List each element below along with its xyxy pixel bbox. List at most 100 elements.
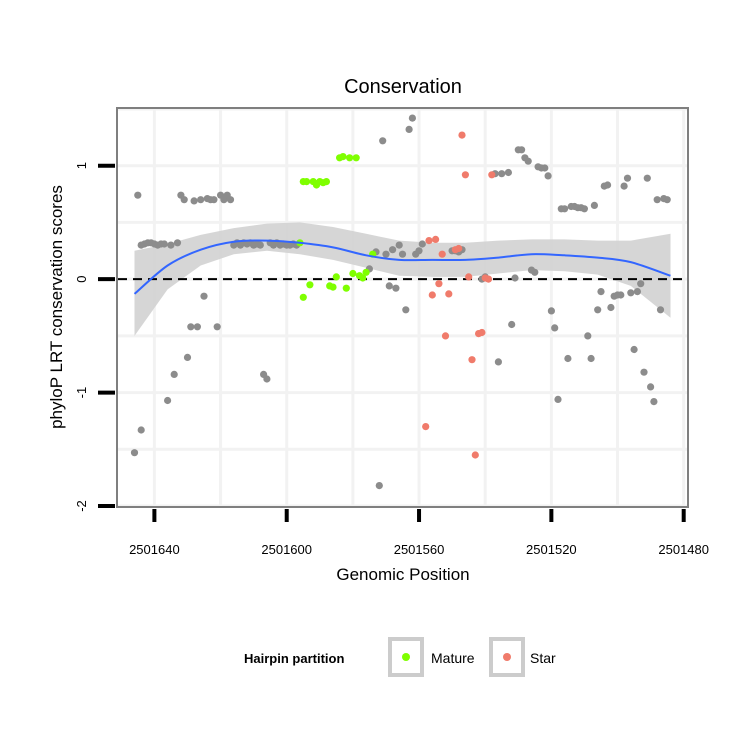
- data-point-star: [432, 235, 440, 243]
- data-point-other: [375, 482, 383, 490]
- y-tick-label: 1: [74, 162, 89, 169]
- data-point-mature: [322, 178, 330, 186]
- data-point-other: [637, 280, 645, 288]
- data-point-other: [130, 449, 139, 457]
- data-point-other: [256, 241, 264, 249]
- data-point-star: [422, 423, 430, 431]
- data-point-star: [484, 275, 493, 283]
- y-tick-label: -2: [74, 500, 89, 512]
- data-point-other: [604, 181, 612, 189]
- panel-border: [116, 107, 689, 508]
- data-point-other: [580, 205, 589, 213]
- data-point-other: [511, 274, 519, 282]
- data-point-mature: [359, 274, 367, 282]
- data-point-other: [164, 396, 172, 405]
- data-point-other: [518, 146, 526, 154]
- data-point-star: [435, 280, 443, 288]
- data-point-other: [656, 306, 665, 314]
- data-point-other: [167, 241, 175, 249]
- data-point-other: [544, 172, 552, 180]
- data-point-other: [643, 174, 651, 182]
- x-tick-label: 2501600: [261, 542, 312, 557]
- smooth-trend-line: [133, 239, 671, 295]
- data-point-other: [554, 395, 562, 403]
- axis-ticks: 2501640 2501600 2501560 2501520 2501480 -2 -1 0…: [74, 162, 709, 557]
- data-point-other: [587, 354, 595, 363]
- data-point-other: [190, 197, 198, 205]
- data-point-other: [137, 426, 145, 434]
- data-point-star: [471, 451, 479, 459]
- data-point-mature: [303, 178, 311, 186]
- data-point-other: [389, 246, 397, 254]
- y-tick-label: -1: [74, 387, 89, 399]
- legend-swatch-mature: [402, 653, 410, 661]
- data-point-other: [392, 284, 400, 292]
- data-point-other: [547, 307, 556, 315]
- data-point-star: [438, 250, 446, 258]
- data-point-star: [478, 328, 486, 337]
- data-point-other: [504, 168, 512, 177]
- y-tick-label: 0: [74, 275, 89, 282]
- data-point-star: [488, 171, 496, 179]
- data-point-other: [584, 332, 592, 340]
- data-point-other: [213, 323, 221, 331]
- data-point-other: [193, 323, 201, 331]
- data-point-other: [263, 375, 271, 383]
- data-point-star: [441, 332, 450, 340]
- data-point-other: [541, 164, 549, 172]
- data-point-other: [395, 241, 403, 249]
- data-point-other: [134, 191, 142, 199]
- data-point-star: [465, 273, 473, 281]
- data-point-star: [468, 356, 476, 364]
- data-point-other: [498, 170, 506, 178]
- x-tick-label: 2501480: [658, 542, 709, 557]
- data-point-other: [590, 201, 599, 209]
- data-point-other: [226, 196, 235, 204]
- x-tick-label: 2501560: [394, 542, 445, 557]
- data-point-other: [650, 398, 658, 406]
- data-point-other: [630, 345, 638, 354]
- data-point-other: [160, 240, 168, 248]
- data-point-mature: [329, 283, 337, 291]
- data-point-other: [633, 288, 642, 296]
- data-point-other: [508, 320, 516, 329]
- data-point-other: [627, 289, 635, 297]
- data-point-star: [458, 131, 466, 139]
- data-point-other: [647, 383, 655, 391]
- data-point-other: [408, 114, 416, 122]
- data-point-other: [398, 250, 407, 258]
- data-point-other: [531, 268, 539, 276]
- data-point-mature: [299, 293, 307, 301]
- data-point-star: [445, 290, 453, 298]
- confidence-band: [134, 222, 671, 336]
- data-point-other: [385, 282, 393, 290]
- data-point-other: [200, 292, 208, 300]
- legend-label-mature: Mature: [431, 650, 475, 666]
- legend-label-star: Star: [530, 650, 556, 666]
- legend-title: Hairpin partition: [244, 651, 344, 666]
- data-point-mature: [362, 268, 370, 276]
- data-point-other: [607, 303, 615, 312]
- data-point-other: [653, 196, 661, 204]
- data-point-star: [425, 237, 433, 245]
- data-point-other: [415, 247, 423, 255]
- confidence-band-layer: [134, 222, 671, 336]
- data-point-other: [623, 174, 632, 182]
- data-point-mature: [332, 273, 340, 281]
- x-axis-label: Genomic Position: [336, 565, 469, 584]
- data-point-other: [402, 306, 410, 314]
- data-point-other: [187, 323, 195, 331]
- data-points: [130, 114, 671, 490]
- data-point-mature: [306, 281, 314, 289]
- data-point-star: [455, 244, 463, 253]
- y-axis-label: phyloP LRT conservation scores: [47, 185, 66, 429]
- data-point-mature: [342, 284, 350, 292]
- x-tick-label: 2501640: [129, 542, 180, 557]
- data-point-other: [180, 196, 188, 204]
- data-point-other: [617, 291, 625, 299]
- data-point-other: [594, 306, 602, 314]
- data-point-other: [551, 324, 559, 332]
- legend-swatch-star: [503, 653, 511, 661]
